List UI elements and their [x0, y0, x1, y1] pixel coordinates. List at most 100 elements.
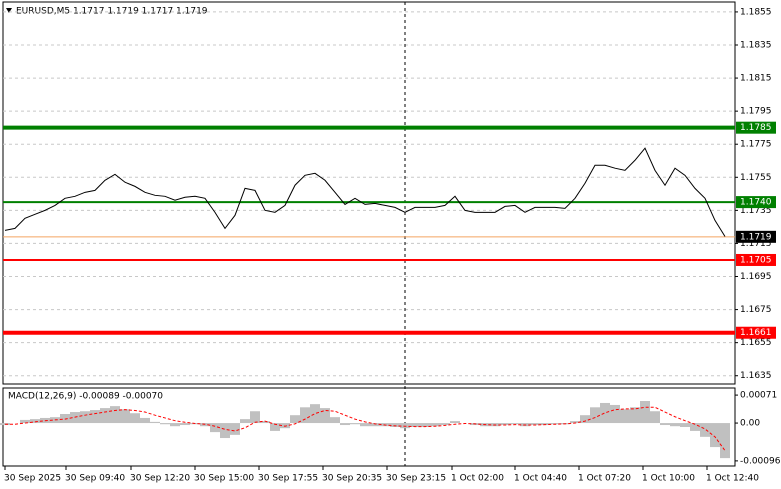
level-label-box: [736, 230, 776, 243]
level-label: 1.1785: [740, 123, 772, 133]
macd-bar: [500, 423, 510, 426]
x-tick-label: 30 Sep 09:40: [65, 474, 125, 484]
y-tick-label: 1.1815: [740, 74, 772, 84]
y-tick-label: 1.1695: [740, 272, 772, 282]
x-tick-label: 30 Sep 23:15: [386, 474, 446, 484]
macd-bar: [150, 421, 160, 424]
macd-bar: [390, 423, 400, 427]
price-pane-frame: [2, 1, 736, 385]
macd-bar: [350, 423, 360, 425]
macd-bar: [640, 401, 650, 424]
y-tick-label: 0.00071: [740, 391, 777, 401]
macd-bar: [290, 415, 300, 424]
x-tick-label: 30 Sep 17:55: [258, 474, 318, 484]
macd-bar: [720, 423, 730, 459]
x-tick-label: 30 Sep 12:20: [130, 474, 190, 484]
y-tick-label: 1.1835: [740, 40, 772, 50]
macd-bar: [120, 409, 130, 424]
y-tick-label: 1.1655: [740, 338, 772, 348]
level-label-box: [736, 121, 776, 134]
macd-bar: [250, 411, 260, 424]
macd-bar: [410, 423, 420, 427]
macd-bar: [600, 402, 610, 424]
macd-bar: [340, 423, 350, 426]
macd-bar: [160, 423, 170, 425]
level-label: 1.1661: [740, 328, 772, 338]
macd-bar: [680, 423, 690, 427]
macd-bar: [610, 404, 620, 424]
x-tick-label: 30 Sep 20:35: [322, 474, 382, 484]
macd-bar: [240, 419, 250, 424]
macd-bar: [270, 423, 280, 431]
price-line: [4, 147, 726, 237]
macd-bar: [30, 419, 40, 424]
x-tick-label: 1 Oct 02:00: [451, 474, 504, 484]
macd-bar: [580, 415, 590, 424]
macd-bar: [620, 409, 630, 424]
y-tick-label: -0.00096: [740, 456, 781, 466]
x-tick-label: 30 Sep 15:00: [194, 474, 254, 484]
macd-bar: [670, 423, 680, 427]
macd-bar: [400, 423, 410, 429]
y-tick-label: 1.1635: [740, 371, 772, 381]
macd-bar: [360, 423, 370, 427]
level-label-box: [736, 326, 776, 339]
macd-bar: [450, 421, 460, 424]
macd-bar: [280, 423, 290, 429]
macd-bar: [590, 407, 600, 424]
x-tick-label: 1 Oct 12:40: [706, 474, 759, 484]
macd-title: MACD(12,26,9) -0.00089 -0.00070: [8, 392, 163, 402]
macd-bar: [140, 417, 150, 424]
macd-bar: [690, 423, 700, 431]
y-tick-label: 1.1755: [740, 173, 772, 183]
macd-bar: [210, 423, 220, 433]
macd-bar: [650, 411, 660, 424]
x-tick-label: 1 Oct 04:40: [514, 474, 567, 484]
macd-bar: [540, 423, 550, 426]
macd-bar: [260, 421, 270, 424]
y-tick-label: 0.00: [740, 419, 760, 429]
macd-bar: [630, 407, 640, 424]
y-tick-label: 1.1715: [740, 239, 772, 249]
macd-bar: [300, 407, 310, 424]
macd-bar: [510, 423, 520, 425]
macd-bar: [330, 417, 340, 424]
macd-bar: [320, 408, 330, 424]
level-label-box: [736, 253, 776, 266]
macd-bar: [660, 423, 670, 426]
x-tick-label: 1 Oct 07:20: [578, 474, 631, 484]
level-label: 1.1719: [740, 232, 772, 242]
macd-bar: [550, 423, 560, 425]
macd-bar: [700, 423, 710, 437]
level-label: 1.1705: [740, 255, 772, 265]
macd-bar: [230, 423, 240, 435]
macd-bar: [180, 423, 190, 426]
macd-bar: [80, 411, 90, 424]
macd-bar: [430, 423, 440, 427]
y-tick-label: 1.1855: [740, 7, 772, 17]
macd-bar: [570, 421, 580, 424]
macd-bar: [710, 423, 720, 448]
menu-triangle: [6, 8, 12, 13]
macd-bar: [20, 419, 30, 424]
macd-bar: [530, 423, 540, 426]
y-tick-label: 1.1795: [740, 107, 772, 117]
macd-pane-frame: [2, 387, 736, 467]
level-label-box: [736, 196, 776, 209]
x-tick-label: 30 Sep 2025: [4, 474, 61, 484]
macd-bar: [60, 414, 70, 424]
macd-bar: [370, 423, 380, 427]
macd-bar: [420, 423, 430, 427]
macd-bar: [130, 413, 140, 424]
macd-bar: [100, 408, 110, 424]
y-tick-label: 1.1735: [740, 206, 772, 216]
macd-bar: [220, 423, 230, 439]
y-tick-label: 1.1675: [740, 305, 772, 315]
signal-line: [5, 406, 726, 451]
macd-bar: [110, 406, 120, 424]
macd-bar: [440, 423, 450, 426]
macd-bar: [170, 423, 180, 427]
level-label: 1.1740: [740, 198, 772, 208]
macd-bar: [90, 410, 100, 424]
